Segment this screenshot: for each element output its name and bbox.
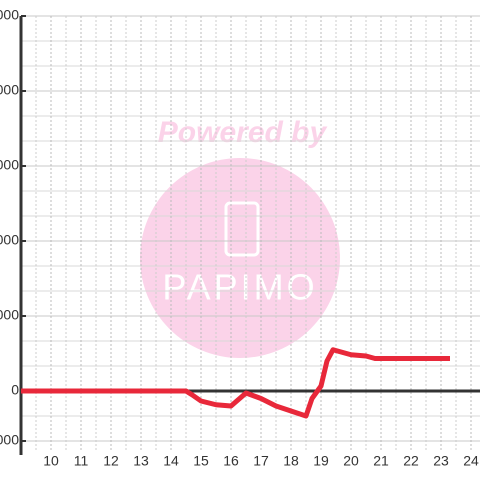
watermark-brand: PAPIMO (162, 267, 317, 308)
y-tick-label: -20,000 (0, 432, 19, 448)
x-tick-label: 11 (74, 453, 89, 469)
x-tick-label: 19 (313, 453, 329, 469)
x-tick-label: 20 (343, 453, 359, 469)
grid (21, 15, 480, 452)
watermark-heading: Powered by (158, 116, 328, 149)
x-tick-label: 12 (103, 453, 119, 469)
y-tick-label: 60,000 (0, 232, 19, 248)
y-tick-label: 30,000 (0, 307, 19, 323)
x-tick-label: 18 (283, 453, 299, 469)
x-tick-label: 13 (133, 453, 149, 469)
x-tick-label: 16 (223, 453, 239, 469)
x-tick-label: 15 (193, 453, 209, 469)
x-tick-label: 22 (403, 453, 419, 469)
watermark-icon (224, 201, 260, 257)
y-tick-label: 150,000 (0, 7, 19, 23)
watermark: Powered by PAPIMO (140, 116, 340, 358)
x-tick-label: 23 (433, 453, 449, 469)
y-tick-label: 0 (11, 382, 19, 398)
watermark-circle (140, 158, 340, 358)
x-tick-label: 21 (373, 453, 389, 469)
x-tick-label: 17 (253, 453, 269, 469)
x-tick-label: 24 (463, 453, 479, 469)
y-tick-label: 120,000 (0, 82, 19, 98)
x-tick-label: 10 (43, 453, 59, 469)
x-tick-label: 14 (163, 453, 179, 469)
y-tick-label: 90,000 (0, 157, 19, 173)
line-series (21, 347, 450, 419)
